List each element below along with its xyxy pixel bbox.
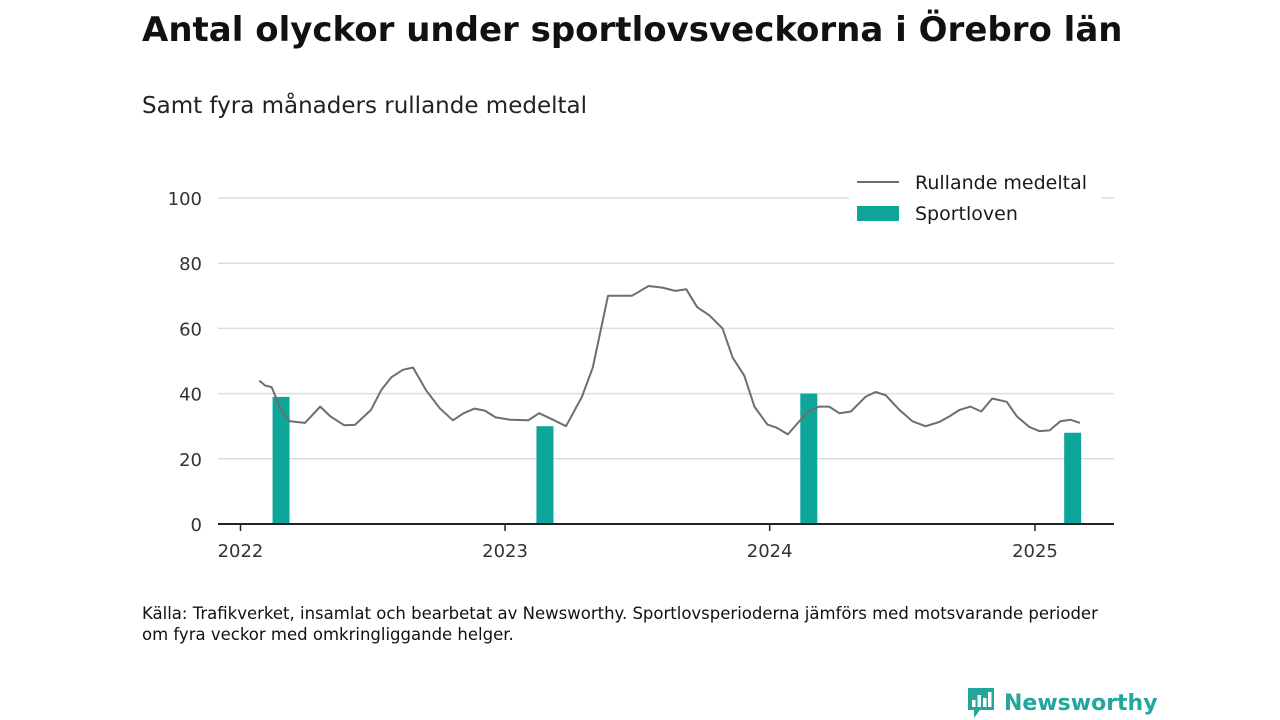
chart-title: Antal olyckor under sportlovsveckorna i …: [142, 10, 1123, 50]
rolling-average-line: [258, 285, 1081, 436]
newsworthy-logo-icon: [968, 688, 994, 718]
x-tick-label: 2025: [1012, 541, 1058, 562]
y-tick-label: 80: [179, 254, 202, 275]
chart-subtitle: Samt fyra månaders rullande medeltal: [142, 93, 588, 119]
brand-logo[interactable]: Newsworthy: [966, 686, 1158, 720]
source-note: Källa: Trafikverket, insamlat och bearbe…: [142, 604, 1098, 644]
x-tick-label: 2022: [218, 541, 264, 562]
sportlov-bar: [272, 396, 290, 524]
y-tick-label: 0: [191, 515, 202, 536]
axes: 0 20 40 60 80 100 2022 2023 2024 2025: [168, 189, 1114, 562]
line-series: [258, 285, 1081, 436]
x-tick-label: 2024: [747, 541, 793, 562]
brand-name: Newsworthy: [1004, 690, 1158, 716]
y-tick-label: 40: [179, 385, 202, 406]
chart: 0 20 40 60 80 100 2022 2023 2024 2025 Rullande me…: [167, 165, 1114, 562]
y-tick-label: 60: [179, 319, 202, 340]
grid-lines: [218, 197, 1114, 460]
sportlov-bar: [800, 393, 818, 524]
bar-series: [272, 393, 1082, 524]
y-tick-label: 100: [168, 189, 202, 210]
sportlov-bar: [536, 426, 554, 524]
legend-label-line: Rullande medeltal: [915, 172, 1087, 194]
legend-label-bar: Sportloven: [915, 203, 1018, 225]
sportlov-bar: [1064, 432, 1082, 524]
legend: Rullande medeltal Sportloven: [849, 165, 1101, 231]
x-tick-label: 2023: [482, 541, 528, 562]
legend-bar-swatch: [857, 206, 899, 221]
y-tick-label: 20: [179, 450, 202, 471]
